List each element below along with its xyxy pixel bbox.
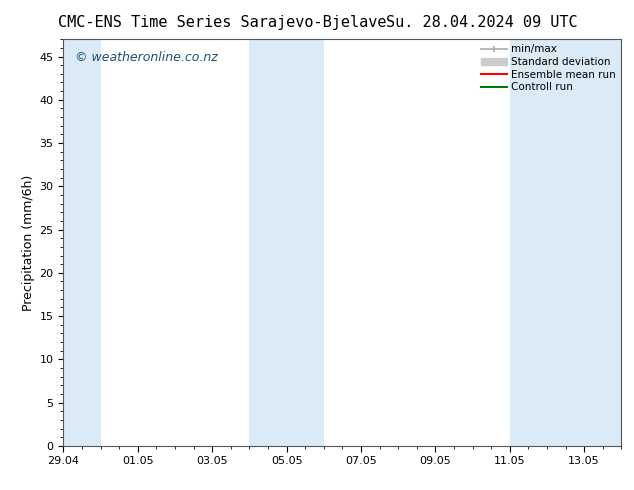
Bar	[249, 39, 324, 446]
Text: © weatheronline.co.nz: © weatheronline.co.nz	[75, 51, 217, 64]
Text: CMC-ENS Time Series Sarajevo-Bjelave: CMC-ENS Time Series Sarajevo-Bjelave	[58, 15, 386, 30]
Legend: min/max, Standard deviation, Ensemble mean run, Controll run: min/max, Standard deviation, Ensemble me…	[479, 42, 618, 94]
Bar	[63, 39, 101, 446]
Y-axis label: Precipitation (mm/6h): Precipitation (mm/6h)	[22, 174, 36, 311]
Text: Su. 28.04.2024 09 UTC: Su. 28.04.2024 09 UTC	[386, 15, 578, 30]
Bar	[510, 39, 621, 446]
